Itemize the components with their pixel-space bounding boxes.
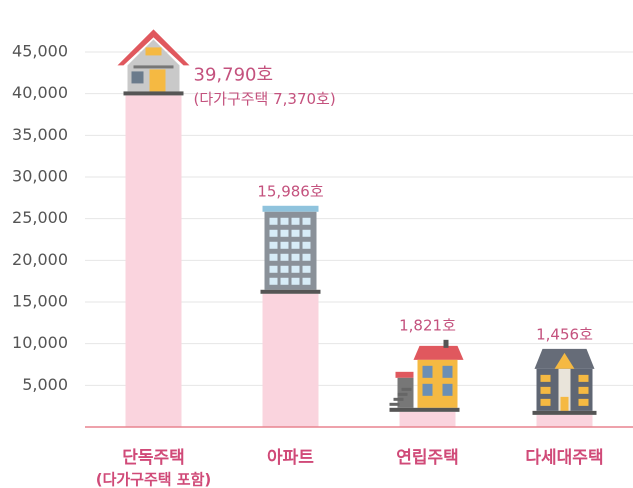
y-tick-label: 35,000	[12, 125, 68, 144]
icon-part	[422, 383, 433, 396]
x-tick-label: 아파트	[267, 448, 314, 468]
icon-part	[291, 217, 300, 225]
house-icon	[389, 339, 464, 412]
x-tick-label: 연립주택	[396, 448, 459, 468]
icon-part	[123, 91, 184, 96]
y-tick-label: 5,000	[22, 375, 68, 394]
icon-part	[302, 253, 311, 261]
icon-part	[280, 229, 289, 237]
y-tick-label: 45,000	[12, 42, 68, 61]
icon-part	[260, 289, 321, 294]
icon-part	[117, 29, 190, 66]
icon-part	[442, 383, 453, 396]
icon-part	[540, 374, 551, 382]
icon-part	[291, 241, 300, 249]
icon-part	[401, 387, 412, 391]
icon-part	[291, 277, 300, 285]
icon-part	[262, 205, 319, 212]
value-label: 1,821호	[399, 316, 456, 334]
icon-part	[302, 241, 311, 249]
icon-part	[269, 253, 278, 261]
house-icon	[117, 29, 190, 96]
icon-part	[280, 265, 289, 273]
y-tick-label: 30,000	[12, 167, 68, 186]
icon-part	[395, 371, 414, 378]
icon-part	[302, 217, 311, 225]
icon-part	[302, 265, 311, 273]
y-tick-label: 10,000	[12, 333, 68, 352]
value-label: 1,456호	[536, 325, 593, 343]
icon-part	[302, 229, 311, 237]
icon-part	[280, 241, 289, 249]
icon-part	[269, 217, 278, 225]
icon-part	[133, 65, 174, 69]
icon-part	[145, 47, 162, 56]
icon-part	[560, 396, 569, 411]
icon-part	[291, 229, 300, 237]
icon-part	[578, 386, 589, 394]
icon-part	[554, 352, 575, 369]
house-icon	[532, 348, 597, 415]
y-tick-label: 20,000	[12, 250, 68, 269]
icon-part	[578, 398, 589, 406]
icon-part	[443, 339, 449, 348]
icon-part	[149, 69, 166, 92]
icon-part	[578, 374, 589, 382]
icon-part	[413, 345, 464, 360]
icon-part	[280, 217, 289, 225]
x-tick-label: 다세대주택	[525, 448, 603, 468]
icon-part	[389, 402, 400, 406]
icon-part	[291, 253, 300, 261]
icon-part	[269, 229, 278, 237]
icon-part	[397, 392, 408, 396]
x-tick-note: (다가구주택 포함)	[96, 471, 212, 488]
icon-part	[389, 407, 460, 412]
x-tick-label: 단독주택	[122, 448, 185, 468]
icon-part	[393, 397, 404, 401]
icon-part	[302, 277, 311, 285]
icon-part	[532, 410, 597, 415]
y-tick-label: 15,000	[12, 292, 68, 311]
icon-part	[442, 365, 453, 378]
icon-part	[291, 265, 300, 273]
icon-part	[269, 277, 278, 285]
value-label: 39,790호	[194, 64, 274, 85]
bar	[125, 95, 182, 428]
icon-part	[540, 386, 551, 394]
annotation: (다가구주택 7,370호)	[194, 90, 336, 108]
bar	[262, 293, 319, 427]
icon-part	[280, 277, 289, 285]
y-tick-label: 40,000	[12, 83, 68, 102]
y-tick-label: 25,000	[12, 208, 68, 227]
house-icon	[260, 205, 321, 294]
icon-part	[269, 265, 278, 273]
icon-part	[540, 398, 551, 406]
bar	[399, 411, 456, 427]
icon-part	[280, 253, 289, 261]
icon-part	[131, 71, 144, 84]
icon-part	[422, 365, 433, 378]
value-label: 15,986호	[257, 182, 323, 200]
icon-part	[269, 241, 278, 249]
bar	[536, 414, 593, 427]
